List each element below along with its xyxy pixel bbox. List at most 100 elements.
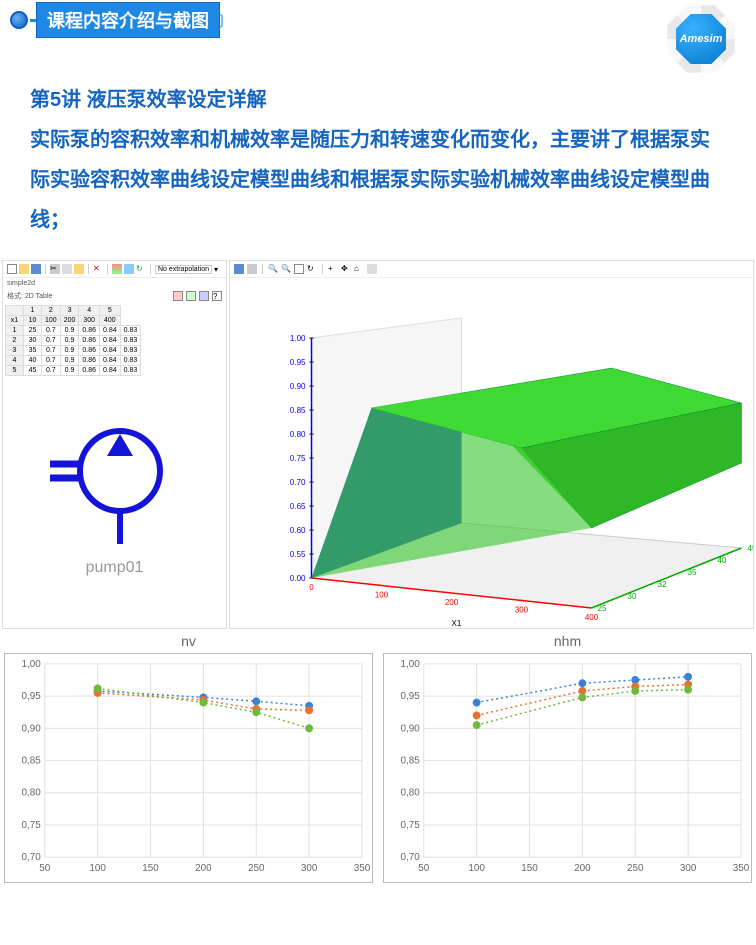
svg-text:300: 300 — [680, 863, 697, 874]
save-icon[interactable] — [31, 264, 41, 274]
pan-icon[interactable]: ✥ — [341, 264, 351, 274]
svg-text:0,75: 0,75 — [401, 820, 421, 831]
svg-text:300: 300 — [515, 606, 529, 615]
svg-text:250: 250 — [627, 863, 644, 874]
svg-text:100: 100 — [468, 863, 485, 874]
copy-plot-icon[interactable] — [367, 264, 377, 274]
zoom-in-icon[interactable]: 🔍 — [268, 264, 278, 274]
pump-symbol: pump01 — [45, 406, 185, 577]
svg-text:350: 350 — [354, 863, 371, 874]
refresh-icon[interactable]: ↻ — [136, 264, 146, 274]
left-panel: ✂ ✕ ↻ No extrapolation ▾ simple2d 格式: 2D… — [2, 260, 227, 629]
banner-bracket-icon: 〕 — [218, 8, 234, 32]
svg-text:30: 30 — [628, 592, 637, 601]
svg-text:0,80: 0,80 — [22, 788, 42, 799]
pump-label: pump01 — [45, 559, 185, 577]
print-icon[interactable] — [247, 264, 257, 274]
svg-text:0,95: 0,95 — [401, 691, 421, 702]
svg-text:X1: X1 — [452, 619, 462, 628]
svg-text:200: 200 — [574, 863, 591, 874]
plot-icon[interactable] — [112, 264, 122, 274]
svg-text:0.90: 0.90 — [290, 382, 306, 391]
svg-text:0: 0 — [309, 583, 314, 592]
svg-text:150: 150 — [142, 863, 159, 874]
bottom-charts: nv 0,70 0,75 0,80 0,85 0,90 0,95 1,00 50 100 150 2… — [0, 629, 756, 887]
svg-text:32: 32 — [658, 580, 667, 589]
svg-text:0,80: 0,80 — [401, 788, 421, 799]
svg-text:0,70: 0,70 — [22, 852, 42, 863]
svg-text:1,00: 1,00 — [22, 659, 42, 670]
svg-text:50: 50 — [39, 863, 51, 874]
open-icon[interactable] — [19, 264, 29, 274]
zoom-fit-icon[interactable] — [294, 264, 304, 274]
svg-text:0,90: 0,90 — [22, 723, 42, 734]
delete-icon[interactable]: ✕ — [93, 264, 103, 274]
bullet-icon — [10, 11, 28, 29]
chart-nv-wrap: nv 0,70 0,75 0,80 0,85 0,90 0,95 1,00 50 100 150 2… — [4, 633, 373, 883]
home-icon[interactable]: ⌂ — [354, 264, 364, 274]
right-toolbar: 🔍 🔍 ↻ + ✥ ⌂ — [230, 261, 753, 278]
chart-nhm-wrap: nhm 0,700,750,800,850,900,951,0050100150… — [383, 633, 752, 883]
svg-text:100: 100 — [375, 591, 389, 600]
svg-text:200: 200 — [445, 598, 459, 607]
svg-text:0.95: 0.95 — [290, 358, 306, 367]
info-icon[interactable]: ? — [212, 291, 222, 301]
svg-text:1,00: 1,00 — [401, 659, 421, 670]
svg-text:0.65: 0.65 — [290, 502, 306, 511]
logo-text: Amesim — [675, 13, 727, 65]
svg-text:0.00: 0.00 — [290, 574, 306, 583]
svg-text:250: 250 — [248, 863, 265, 874]
logo: Amesim — [666, 4, 736, 74]
banner-title: 课程内容介绍与截图 — [36, 2, 220, 38]
svg-text:0.70: 0.70 — [290, 478, 306, 487]
svg-text:200: 200 — [195, 863, 212, 874]
svg-text:0.85: 0.85 — [290, 406, 306, 415]
workspace: ✂ ✕ ↻ No extrapolation ▾ simple2d 格式: 2D… — [0, 260, 756, 629]
left-toolbar: ✂ ✕ ↻ No extrapolation ▾ — [3, 261, 226, 278]
svg-text:0.60: 0.60 — [290, 526, 306, 535]
new-icon[interactable] — [7, 264, 17, 274]
right-panel: 🔍 🔍 ↻ + ✥ ⌂ 0.000.550.600.650.700.750.80… — [229, 260, 754, 629]
svg-text:25: 25 — [598, 604, 607, 613]
svg-text:0.75: 0.75 — [290, 454, 306, 463]
zoom-out-icon[interactable]: 🔍 — [281, 264, 291, 274]
format-label: 格式: 2D Table — [3, 289, 56, 303]
rotate-icon[interactable]: ↻ — [307, 264, 317, 274]
content-line-2: 实际泵的容积效率和机械效率是随压力和转速变化而变化，主要讲了根据泵实际实验容积效… — [30, 120, 726, 240]
svg-text:350: 350 — [733, 863, 750, 874]
chart-nv: 0,70 0,75 0,80 0,85 0,90 0,95 1,00 50 100 150 200 2… — [4, 653, 373, 883]
view-icon[interactable] — [199, 291, 209, 301]
tool-icon[interactable] — [124, 264, 134, 274]
save-plot-icon[interactable] — [234, 264, 244, 274]
cut-icon[interactable]: ✂ — [50, 264, 60, 274]
content-line-1: 第5讲 液压泵效率设定详解 — [30, 80, 726, 120]
grid-icon[interactable] — [173, 291, 183, 301]
svg-text:40: 40 — [718, 556, 727, 565]
svg-text:100: 100 — [89, 863, 106, 874]
file-label: simple2d — [3, 278, 226, 289]
extrap-label: No extrapolation — [155, 265, 212, 274]
svg-text:45: 45 — [748, 544, 754, 553]
svg-text:35: 35 — [688, 568, 697, 577]
copy-icon[interactable] — [62, 264, 72, 274]
svg-text:0,85: 0,85 — [401, 756, 421, 767]
svg-text:50: 50 — [418, 863, 430, 874]
svg-text:150: 150 — [521, 863, 538, 874]
paste-icon[interactable] — [74, 264, 84, 274]
surface-plot: 0.000.550.600.650.700.750.800.850.900.95… — [230, 278, 753, 628]
header-banner: 课程内容介绍与截图 〕 Amesim — [0, 0, 756, 40]
svg-text:0,95: 0,95 — [22, 691, 42, 702]
svg-text:400: 400 — [585, 613, 599, 622]
dropdown-icon[interactable]: ▾ — [214, 265, 218, 274]
cursor-icon[interactable]: + — [328, 264, 338, 274]
chart-nv-title: nv — [4, 633, 373, 649]
svg-text:0,75: 0,75 — [22, 820, 42, 831]
svg-text:1.00: 1.00 — [290, 334, 306, 343]
data-table: 12345x1101002003004001250.70.90.860.840.… — [5, 305, 141, 376]
svg-text:300: 300 — [301, 863, 318, 874]
chart-icon[interactable] — [186, 291, 196, 301]
svg-text:0.55: 0.55 — [290, 550, 306, 559]
chart-nhm-title: nhm — [383, 633, 752, 649]
svg-text:0,70: 0,70 — [401, 852, 421, 863]
svg-text:0,85: 0,85 — [22, 756, 42, 767]
